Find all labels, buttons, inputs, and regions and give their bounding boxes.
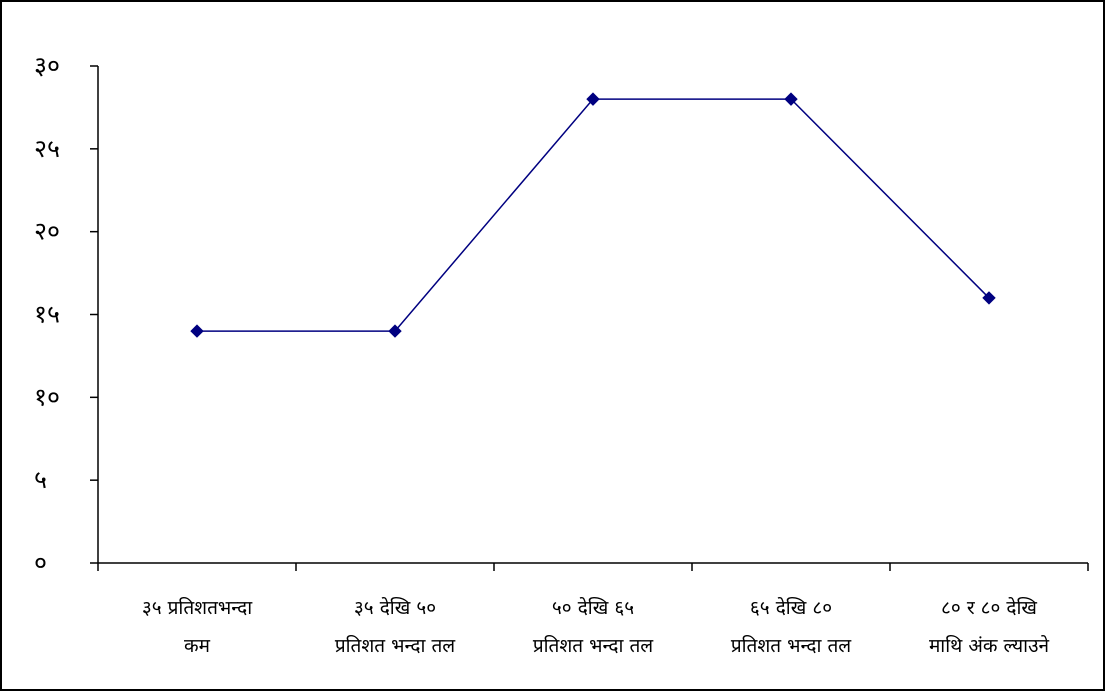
data-point-marker [190,324,204,338]
x-axis: ३५ प्रतिशतभन्दा कम ३५ देखि ५० प्रतिशत भन्दा… [97,562,1089,657]
x-category-label: ३५ प्रतिशतभन्दा कम [142,596,253,657]
y-tick-label: ० [34,548,47,577]
x-category-label-line: ३५ देखि ५० [354,596,436,619]
x-category-label-line: प्रतिशत भन्दा तल [335,634,456,657]
y-tick-label: ३० [34,51,60,80]
x-category-label-line: ८० र ८० देखि [941,596,1037,619]
x-category-label-line: कम [184,635,211,657]
x-category-label: ८० र ८० देखि माथि अंक ल्याउने [929,596,1050,657]
y-tick-label: १५ [34,300,60,329]
data-point-marker [784,92,798,106]
series [190,92,996,338]
y-tick-label: २५ [34,134,60,163]
x-category-label-line: ६५ देखि ८० [750,596,832,619]
y-tick-label: २० [34,217,60,246]
x-category-label: ३५ देखि ५० प्रतिशत भन्दा तल [335,596,456,657]
data-point-marker [388,324,402,338]
data-point-marker [982,291,996,305]
x-category-label-line: प्रतिशत भन्दा तल [731,634,852,657]
x-category-label: ६५ देखि ८० प्रतिशत भन्दा तल [731,596,852,657]
y-axis: ० ५ १० १५ २० २५ ३० [34,51,99,577]
x-category-label: ५० देखि ६५ प्रतिशत भन्दा तल [533,596,654,657]
x-category-label-line: ३५ प्रतिशतभन्दा [142,596,253,619]
x-category-label-line: ५० देखि ६५ [552,596,634,619]
x-category-label-line: प्रतिशत भन्दा तल [533,634,654,657]
x-category-label-line: माथि अंक ल्याउने [929,634,1050,657]
y-tick-label: ५ [34,465,47,494]
y-tick-label: १० [34,382,60,411]
data-point-marker [586,92,600,106]
